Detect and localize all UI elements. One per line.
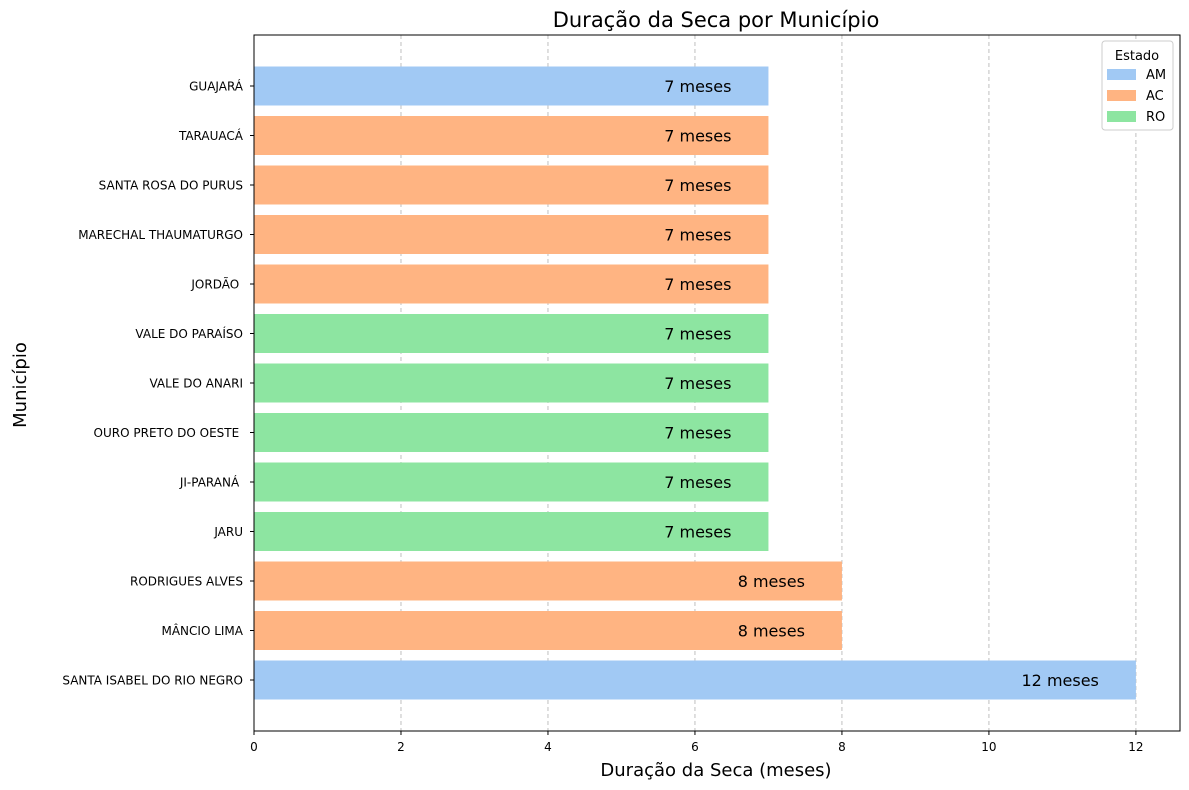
bar-labels: 7 meses 7 meses 7 meses 7 meses 7 meses 7 mes… [664, 77, 1099, 690]
bar-value-label: 7 meses [664, 176, 731, 195]
bar-value-label: 7 meses [664, 473, 731, 492]
legend-swatch [1107, 90, 1136, 101]
bar [254, 165, 769, 205]
y-tick-label: TARAUACÁ [178, 128, 244, 143]
bar-value-label: 7 meses [664, 77, 731, 96]
bar-value-label: 7 meses [664, 226, 731, 245]
bar [254, 116, 769, 155]
legend-swatch [1107, 69, 1136, 80]
y-tick-label: VALE DO PARAÍSO [135, 326, 243, 341]
x-axis-title: Duração da Seca (meses) [600, 760, 831, 781]
bar-value-label: 7 meses [664, 275, 731, 294]
legend-label: AM [1146, 68, 1166, 83]
bar-value-label: 12 meses [1022, 671, 1099, 690]
y-tick-label: VALE DO ANARI [149, 377, 243, 391]
x-tick-label: 12 [1128, 740, 1143, 754]
legend-label: AC [1146, 89, 1164, 104]
x-tick-label: 8 [838, 740, 846, 754]
bar [254, 215, 769, 254]
y-tick-label: OURO PRETO DO OESTE [94, 426, 243, 440]
bar-value-label: 7 meses [664, 127, 731, 146]
bar [254, 561, 842, 601]
bar [254, 512, 769, 551]
chart-title: Duração da Seca por Município [553, 8, 880, 32]
bar [254, 264, 769, 304]
bar [254, 314, 769, 353]
y-tick-label: JORDÃO [190, 277, 243, 292]
x-tick-label: 10 [981, 740, 996, 754]
bar-value-label: 7 meses [664, 523, 731, 542]
y-tick-label: MARECHAL THAUMATURGO [78, 228, 243, 242]
legend-box [1101, 40, 1174, 131]
x-tick-label: 2 [397, 740, 405, 754]
y-tick-label: JARU [213, 525, 243, 539]
y-tick-label: RODRIGUES ALVES [130, 575, 243, 589]
x-tick-label: 4 [544, 740, 552, 754]
x-tick-label: 6 [691, 740, 699, 754]
bar [254, 413, 769, 452]
bar-value-label: 7 meses [664, 325, 731, 344]
bar-value-label: 7 meses [664, 374, 731, 393]
bar [254, 66, 769, 106]
bar [254, 611, 842, 650]
legend-label: RO [1146, 110, 1165, 125]
y-tick-label: JI-PARANÁ [179, 475, 243, 490]
legend-title: Estado [1115, 49, 1159, 64]
bar [254, 363, 769, 403]
bar-value-label: 8 meses [738, 622, 805, 641]
legend: Estado AM AC RO [1101, 40, 1174, 131]
bar [254, 660, 1136, 700]
y-axis-ticks: GUAJARÁ TARAUACÁ SANTA ROSA DO PURUS MARECH… [62, 79, 254, 688]
bar-value-label: 8 meses [738, 572, 805, 591]
y-tick-label: SANTA ROSA DO PURUS [99, 179, 243, 193]
y-axis-title: Município [10, 342, 31, 428]
x-tick-label: 0 [250, 740, 258, 754]
bars [254, 66, 1136, 700]
y-tick-label: MÂNCIO LIMA [161, 623, 243, 638]
x-axis-ticks: 0 2 4 6 8 10 12 [250, 731, 1144, 754]
legend-swatch [1107, 111, 1136, 122]
y-tick-label: SANTA ISABEL DO RIO NEGRO [62, 674, 243, 688]
bar [254, 462, 769, 502]
bar-value-label: 7 meses [664, 424, 731, 443]
y-tick-label: GUAJARÁ [189, 79, 244, 94]
